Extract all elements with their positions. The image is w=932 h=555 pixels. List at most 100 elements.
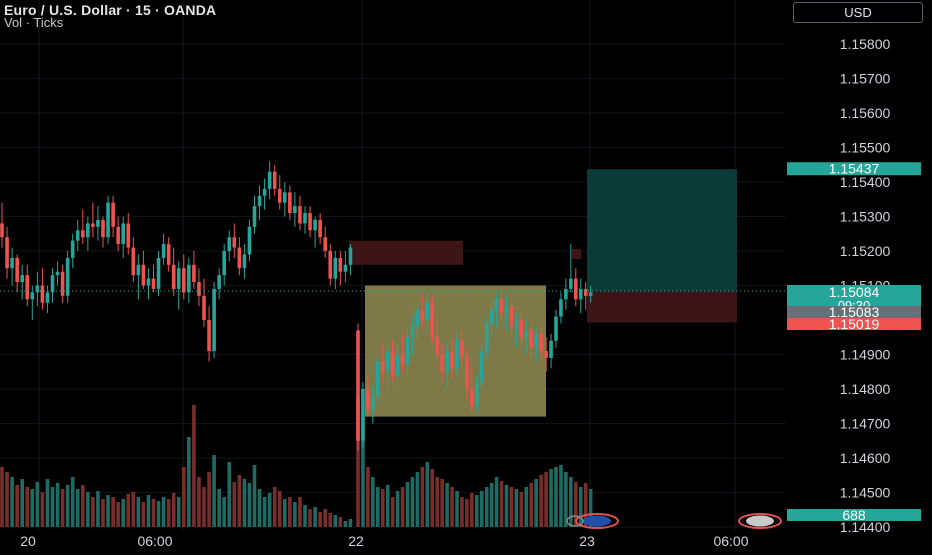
candle-body	[262, 188, 267, 196]
volume-bar	[96, 491, 100, 527]
volume-bar	[343, 521, 348, 527]
price-axis: 1.15800 1.15700 1.15600 1.15500 1.15400 1.153…	[840, 36, 891, 535]
volume-bar	[35, 482, 40, 527]
candle-body	[460, 340, 464, 358]
eu-flag-icon[interactable]	[575, 513, 619, 529]
volume-bar	[50, 487, 55, 527]
small-marker	[572, 249, 581, 259]
candle-body	[380, 361, 385, 372]
candle-body	[415, 309, 420, 327]
candle-body	[131, 247, 136, 276]
candle-body	[588, 292, 593, 296]
candle-body	[126, 223, 131, 248]
candle-body	[455, 340, 459, 369]
volume-bar	[371, 477, 375, 527]
candle-body	[425, 302, 430, 320]
volume-bar	[524, 487, 529, 527]
flag-fill	[746, 515, 774, 527]
candle-body	[554, 316, 558, 341]
candle-body	[549, 340, 553, 358]
price-axis-label: 1.14400	[840, 519, 891, 535]
candle-body	[450, 351, 454, 369]
volume-bar	[283, 499, 287, 527]
volume-bar	[277, 491, 282, 527]
candle-body	[529, 330, 534, 348]
candle-body	[141, 264, 146, 286]
candle-body	[202, 295, 206, 320]
candle-body	[514, 320, 519, 327]
volume-bar	[308, 509, 312, 527]
volume-bar	[425, 462, 430, 527]
flag-fill	[583, 515, 611, 527]
volume-bar	[366, 467, 370, 527]
volume-bar	[126, 494, 131, 527]
volume-bar	[405, 482, 410, 527]
volume-bar	[45, 479, 50, 527]
time-axis: 20 06:00 22 23 06:00	[20, 513, 782, 549]
candle-body	[484, 323, 489, 352]
volume-bar	[65, 485, 70, 527]
candle-body	[227, 237, 232, 251]
candle-body	[430, 302, 435, 338]
volume-bar	[232, 482, 237, 527]
volume-bar	[288, 497, 292, 527]
price-axis-label: 1.14600	[840, 450, 891, 466]
volume-bar	[529, 483, 534, 527]
stop-zone	[587, 291, 737, 323]
candle-body	[161, 244, 166, 258]
candle-body	[171, 264, 176, 289]
volume-bar	[470, 493, 474, 527]
candle-body	[55, 271, 60, 276]
volume-bar	[20, 479, 24, 527]
candle-body	[207, 320, 211, 352]
candle-body	[257, 195, 262, 207]
candle-body	[499, 299, 504, 314]
candle-body	[504, 306, 509, 314]
volume-bar	[252, 465, 257, 527]
price-axis-label: 1.14800	[840, 381, 891, 397]
candle-body	[65, 257, 70, 296]
volume-bar	[166, 499, 171, 527]
volume-bar	[450, 487, 454, 527]
us-flag-icon[interactable]	[738, 513, 782, 529]
candle-body	[146, 278, 151, 286]
candle-body	[470, 389, 474, 407]
volume-bar	[564, 472, 568, 527]
volume-bar	[151, 499, 156, 527]
candle-body	[298, 206, 302, 224]
currency-button[interactable]: USD	[793, 2, 923, 23]
time-axis-label: 06:00	[713, 533, 748, 549]
volume-bar	[539, 475, 543, 527]
candle-body	[465, 357, 469, 389]
candle-body	[440, 354, 444, 372]
last-price-tag: 1.15084	[829, 284, 880, 300]
volume-bar	[489, 483, 494, 527]
candle-body	[385, 351, 390, 372]
volume-bar	[499, 481, 504, 527]
time-axis-label: 23	[579, 533, 595, 549]
candle-body	[192, 264, 196, 283]
volume-bar	[75, 489, 80, 527]
volume-bar	[395, 491, 400, 527]
price-axis-label: 1.14700	[840, 416, 891, 432]
volume-bar	[544, 472, 548, 527]
candle-body	[166, 244, 171, 265]
candle-body	[116, 226, 120, 245]
price-axis-label: 1.15600	[840, 105, 891, 121]
price-axis-label: 1.14900	[840, 347, 891, 363]
candle-body	[20, 275, 24, 283]
volume-bars	[0, 397, 593, 527]
volume-bar	[574, 482, 578, 527]
candle-body	[50, 275, 55, 293]
volume-bar	[55, 483, 60, 527]
volume-bar	[227, 462, 232, 527]
volume-bar	[222, 497, 226, 527]
volume-bar	[121, 499, 125, 527]
volume-bar	[356, 397, 360, 527]
volume-bar	[81, 485, 85, 527]
candle-body	[366, 389, 370, 410]
candle-body	[277, 188, 282, 203]
candle-body	[187, 264, 191, 293]
